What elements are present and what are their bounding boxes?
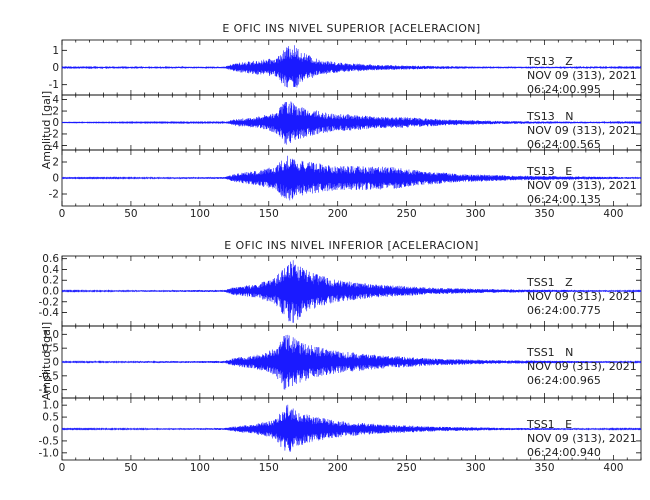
x-tick-label: 300 [466,208,486,220]
y-tick-label: -1 [49,79,59,91]
y-tick-label: 0.2 [42,275,59,287]
waveform-line [61,45,642,88]
y-tick-label: -2 [49,189,59,201]
x-tick-label: 400 [603,462,623,474]
y-tick-label: 0.5 [42,412,59,424]
x-tick-label: 150 [259,208,279,220]
waveform-line [61,260,642,323]
y-tick-label: 1.0 [42,400,59,412]
y-axis-label: Amplitud [gal] [40,91,53,169]
y-tick-label: 0 [52,357,59,369]
date-label: NOV 09 (313), 2021 [527,360,637,373]
y-tick-label: -2 [49,128,59,140]
channel-label: TSS1 N [526,346,573,359]
channel-label: TSS1 E [526,418,572,431]
waveform-line [61,334,642,390]
time-label: 06:24:00.775 [527,304,601,317]
y-tick-label: -0.4 [39,307,60,319]
x-tick-label: 400 [603,208,623,220]
chart-title: E OFIC INS NIVEL INFERIOR [ACELERACION] [224,239,478,252]
chart-title: E OFIC INS NIVEL SUPERIOR [ACELERACION] [222,22,480,35]
x-tick-label: 350 [534,462,554,474]
x-tick-label: 150 [259,462,279,474]
x-tick-label: 0 [59,462,66,474]
waveform-line [61,101,642,145]
y-tick-label: 0.0 [42,286,59,298]
x-tick-label: 0 [59,208,66,220]
date-label: NOV 09 (313), 2021 [527,124,637,137]
y-tick-label: -4 [49,140,60,152]
waveform-line [61,155,642,201]
y-tick-label: -0.2 [39,296,60,308]
x-tick-label: 200 [328,462,348,474]
y-tick-label: 0 [52,173,59,185]
channel-label: TSS1 Z [526,276,573,289]
date-label: NOV 09 (313), 2021 [527,179,637,192]
y-tick-label: 1 [52,45,59,57]
chart-1: E OFIC INS NIVEL SUPERIOR [ACELERACION] A… [40,22,642,220]
channel-label: TS13 E [526,165,572,178]
x-tick-label: 50 [124,208,137,220]
x-tick-label: 250 [397,462,417,474]
y-tick-label: 4 [52,94,59,106]
x-tick-label: 200 [328,208,348,220]
y-tick-label: 0.4 [42,264,59,276]
y-tick-label: 0.6 [42,253,59,265]
x-tick-label: 100 [190,208,210,220]
y-tick-label: 0 [52,424,59,436]
x-tick-label: 350 [534,208,554,220]
time-label: 06:24:00.995 [527,83,601,96]
y-tick-label: 1.0 [42,329,59,341]
y-tick-label: 2 [52,157,59,169]
date-label: NOV 09 (313), 2021 [527,290,637,303]
waveform-line [61,404,642,452]
channel-label: TS13 Z [526,55,573,68]
y-tick-label: 0 [52,62,59,74]
x-tick-label: 300 [466,462,486,474]
y-tick-label: -0.5 [39,435,60,447]
time-label: 06:24:00.965 [527,374,601,387]
y-tick-label: -1.0 [39,447,60,459]
y-tick-label: 0 [52,117,59,129]
y-tick-label: -0.5 [39,370,60,382]
chart-2: E OFIC INS NIVEL INFERIOR [ACELERACION] A… [39,239,642,474]
time-label: 06:24:00.135 [527,193,601,206]
y-tick-label: 0.5 [42,343,59,355]
y-tick-label: -1.0 [39,384,60,396]
channel-label: TS13 N [526,110,573,123]
time-label: 06:24:00.940 [527,446,601,459]
y-tick-label: 2 [52,106,59,118]
x-tick-label: 50 [124,462,137,474]
y-axis-label: Amplitud [gal] [40,322,53,400]
x-tick-label: 100 [190,462,210,474]
date-label: NOV 09 (313), 2021 [527,432,637,445]
date-label: NOV 09 (313), 2021 [527,69,637,82]
time-label: 06:24:00.565 [527,138,601,151]
x-tick-label: 250 [397,208,417,220]
